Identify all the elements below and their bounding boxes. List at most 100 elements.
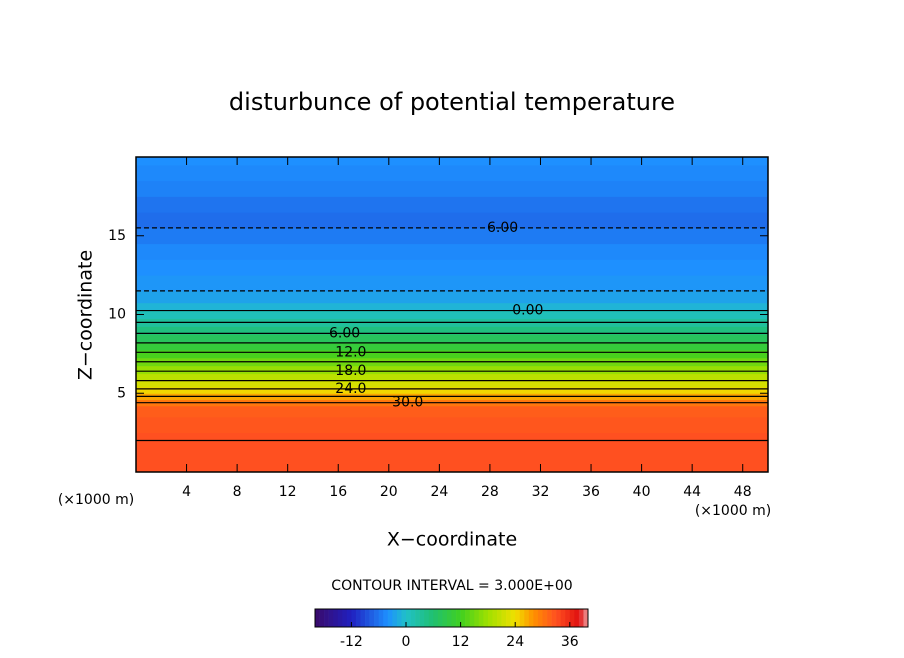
colorbar-frame [314, 608, 589, 628]
colorbar-cell [456, 609, 461, 627]
x-unit: (×1000 m) [695, 503, 771, 519]
colorbar-cell [506, 609, 511, 627]
field-band [136, 275, 768, 292]
colorbar-cell [451, 609, 457, 627]
colorbar-cell [578, 609, 584, 627]
y-tick-label: 15 [108, 228, 126, 244]
contour-label: 12.0 [335, 344, 366, 360]
colorbar-cell [510, 609, 516, 627]
colorbar-cell [478, 609, 484, 627]
x-tick-label: 48 [734, 484, 752, 500]
colorbar-cell [519, 609, 525, 627]
x-tick-label: 8 [233, 484, 242, 500]
colorbar-cell [406, 609, 411, 627]
colorbar-cell [515, 609, 521, 627]
colorbar-cell [392, 609, 398, 627]
x-tick-label: 32 [532, 484, 550, 500]
field-band [136, 212, 768, 229]
contour-label: 24.0 [335, 381, 366, 397]
field-band [136, 373, 768, 382]
colorbar-cell [360, 609, 366, 627]
colorbar-cell [524, 609, 530, 627]
colorbar-cell [342, 609, 348, 627]
colorbar-cell [560, 609, 566, 627]
colorbar-cell [442, 609, 448, 627]
colorbar-cell [383, 609, 389, 627]
x-tick-label: 28 [481, 484, 499, 500]
contour-label: 30.0 [392, 395, 423, 411]
field-band [136, 157, 768, 166]
colorbar-cell [424, 609, 430, 627]
field-band [136, 464, 768, 473]
colorbar-cell [528, 609, 534, 627]
colorbar-cell [497, 609, 502, 627]
colorbar-cell [346, 609, 352, 627]
colorbar-cell [419, 609, 425, 627]
colorbar-tick-label: 12 [452, 634, 470, 650]
colorbar-cell [460, 609, 466, 627]
field-band [136, 405, 768, 418]
colorbar-cell [556, 609, 561, 627]
colorbar-cell [415, 609, 420, 627]
colorbar-cell [387, 609, 393, 627]
field-band [136, 227, 768, 245]
field-band [136, 259, 768, 276]
field-band [136, 334, 768, 343]
field-band [136, 380, 768, 388]
field-band [136, 302, 768, 312]
contour-interval: CONTOUR INTERVAL = 3.000E+00 [331, 578, 572, 594]
colorbar-cell [333, 609, 339, 627]
colorbar-cell [410, 609, 416, 627]
colorbar-cell [469, 609, 475, 627]
colorbar-cell [583, 609, 589, 627]
colorbar-cell [428, 609, 434, 627]
x-tick-label: 4 [182, 484, 191, 500]
field-band [136, 416, 768, 434]
colorbar-cell [492, 609, 498, 627]
x-axis-label: X−coordinate [387, 529, 517, 551]
y-tick-label: 5 [117, 385, 126, 401]
colorbar-cell [351, 609, 357, 627]
colorbar-cell [369, 609, 375, 627]
colorbar-cell [446, 609, 452, 627]
colorbar-cell [501, 609, 507, 627]
colorbar-cell [537, 609, 543, 627]
field-band [136, 243, 768, 260]
colorbar-cell [483, 609, 489, 627]
x-tick-label: 20 [380, 484, 398, 500]
colorbar-cell [437, 609, 443, 627]
colorbar-cell [533, 609, 539, 627]
x-tick-label: 16 [329, 484, 347, 500]
colorbar-cell [474, 609, 480, 627]
field-band [136, 196, 768, 213]
colorbar-cell [574, 609, 580, 627]
colorbar-cell [319, 609, 325, 627]
x-tick-label: 36 [582, 484, 600, 500]
field-band [136, 326, 768, 335]
colorbar-tick-label: 24 [506, 634, 524, 650]
field-band [136, 365, 768, 375]
colorbar-cell [355, 609, 361, 627]
colorbar-tick-label: 0 [402, 634, 411, 650]
contour-label: 6.00 [487, 220, 518, 236]
contour-label: 6.00 [329, 325, 360, 341]
chart-title: disturbunce of potential temperature [229, 88, 675, 116]
colorbar-cell [328, 609, 334, 627]
colorbar-tick-label: 36 [561, 634, 579, 650]
x-tick-label: 40 [633, 484, 651, 500]
field-band [136, 290, 768, 304]
contour-label: 18.0 [335, 363, 366, 379]
colorbar-cell [374, 609, 379, 627]
colorbar-cell [551, 609, 557, 627]
field-band [136, 310, 768, 319]
colorbar-cell [365, 609, 370, 627]
x-tick-label: 12 [279, 484, 297, 500]
colorbar-cell [569, 609, 575, 627]
field-band [136, 386, 768, 394]
colorbar-cell [401, 609, 407, 627]
y-tick-label: 10 [108, 307, 126, 323]
x-tick-label: 24 [430, 484, 448, 500]
x-tick-label: 44 [683, 484, 701, 500]
colorbar-tick-label: -12 [340, 634, 363, 650]
